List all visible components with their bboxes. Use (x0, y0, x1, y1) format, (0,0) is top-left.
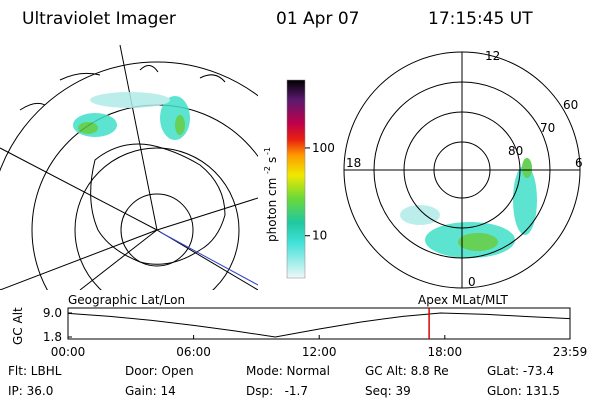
colorbar-unit: photon cm -2 s -1 (263, 147, 279, 242)
lat-label: 80 (508, 144, 523, 158)
unit-exp: -1 (263, 147, 272, 155)
colorbar-tick-label: 100 (312, 141, 335, 155)
colorbar (286, 79, 306, 279)
footer-field: GC Alt: 8.8 Re (365, 364, 449, 378)
mlt-label: 6 (575, 156, 583, 170)
time: 17:15:45 UT (428, 9, 533, 29)
alt-plot-frame (67, 307, 571, 340)
x-tick-label: 12:00 (302, 345, 337, 359)
footer-field: Gain: 14 (125, 384, 176, 398)
footer-field: Mode: Normal (246, 364, 330, 378)
footer-field: Flt: LBHL (8, 364, 62, 378)
mlt-label: 0 (468, 275, 476, 289)
colorbar-tick-label: 10 (312, 229, 327, 243)
date: 01 Apr 07 (276, 9, 359, 29)
footer-field: IP: 36.0 (8, 384, 53, 398)
alt-ylabel: GC Alt (11, 307, 25, 345)
mlt-label: 12 (485, 49, 500, 63)
unit: photon cm (265, 178, 279, 242)
x-tick-label: 23:59 (553, 345, 588, 359)
y-tick-label: 9.0 (43, 306, 62, 320)
footer: Flt: LBHL IP: 36.0 Door: Open Gain: 14 Mode:… (8, 364, 560, 398)
x-tick-label: 00:00 (51, 345, 86, 359)
polar-map: 12 18 6 0 60 70 80 (343, 49, 583, 289)
mlt-label: 18 (346, 156, 361, 170)
lat-label: 60 (563, 98, 578, 112)
footer-field: GLon: 131.5 (487, 384, 560, 398)
x-tick-label: 06:00 (176, 345, 211, 359)
geo-label: Geographic Lat/Lon (68, 293, 185, 307)
footer-field: GLat: -73.4 (487, 364, 554, 378)
altitude-line (67, 312, 571, 338)
lat-label: 70 (540, 121, 555, 135)
unit-exp: -2 (263, 166, 272, 174)
polar-label: Apex MLat/MLT (418, 293, 508, 307)
y-tick-label: 1.8 (43, 330, 62, 344)
footer-field: Seq: 39 (365, 384, 411, 398)
instrument: Ultraviolet Imager (22, 9, 176, 29)
unit: s (265, 157, 279, 163)
footer-field: Dsp: -1.7 (246, 384, 308, 398)
geo-map (0, 45, 258, 290)
footer-field: Door: Open (125, 364, 194, 378)
x-tick-label: 18:00 (428, 345, 463, 359)
